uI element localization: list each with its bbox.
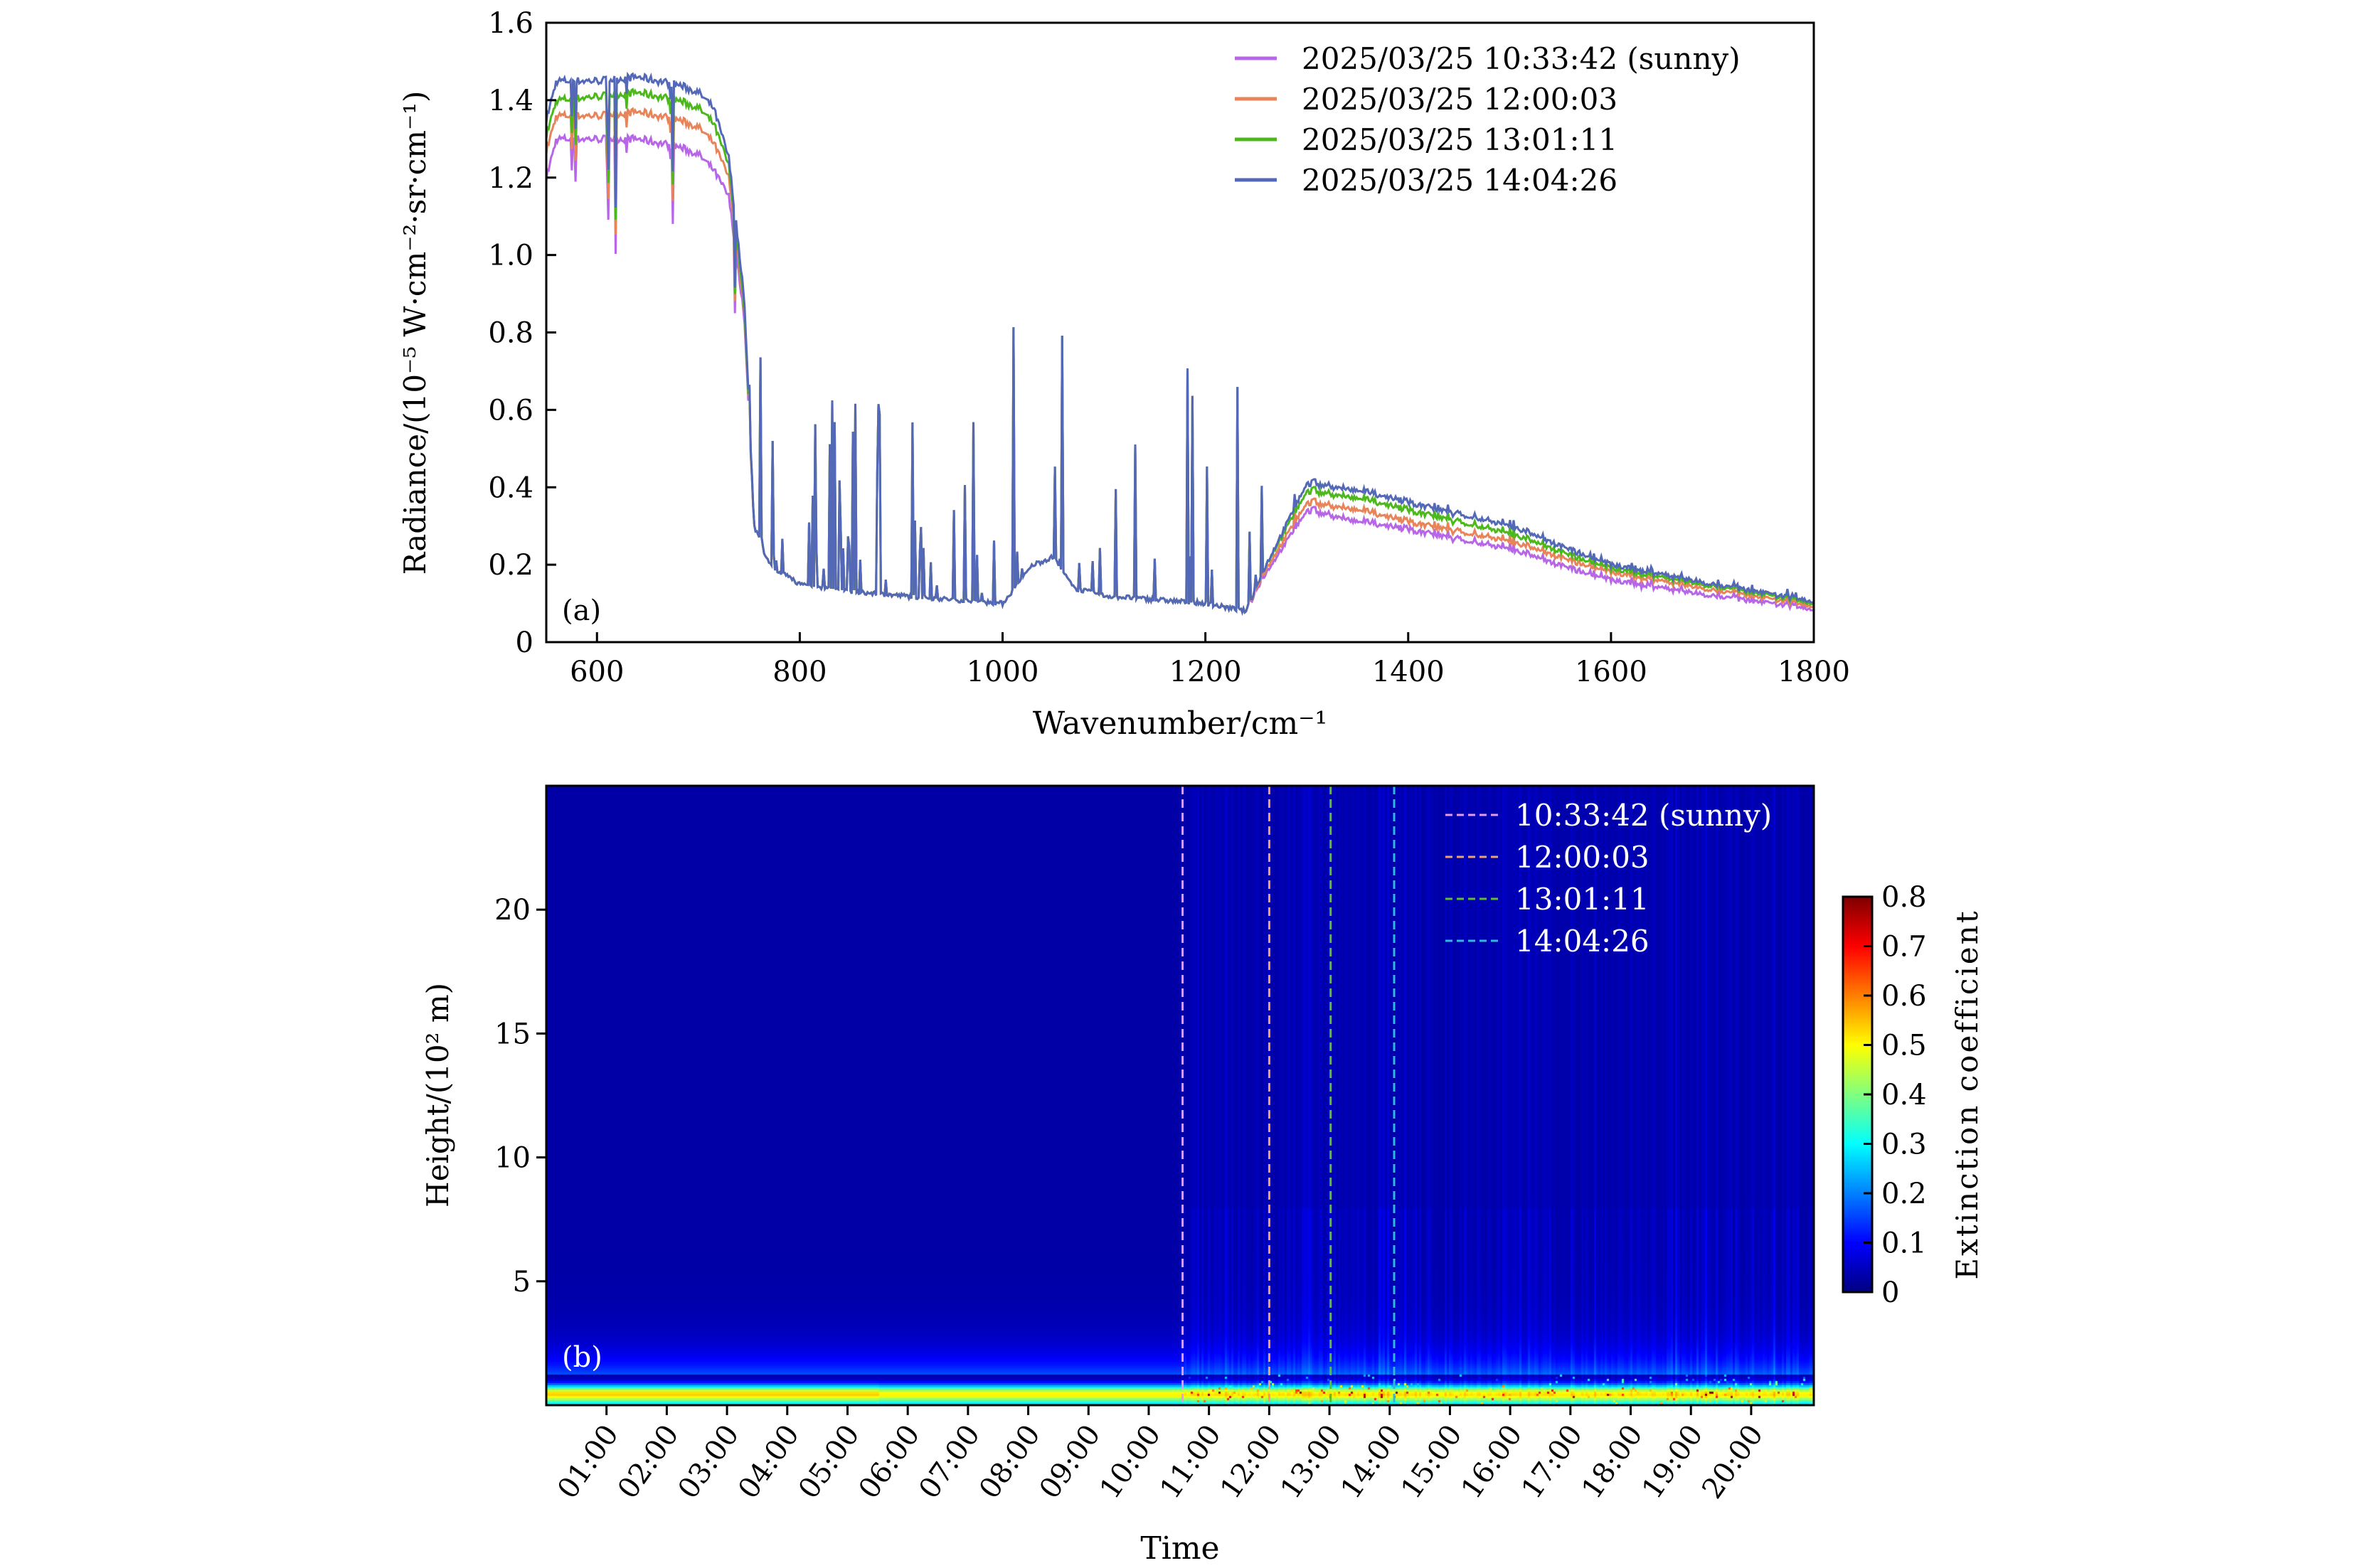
legend-label: 2025/03/25 10:33:42 (sunny) — [1302, 41, 1741, 76]
colorbar-tick-label: 0 — [1881, 1276, 1899, 1309]
x-tick-label: 12:00 — [1214, 1419, 1288, 1505]
colorbar-tick-label: 0.8 — [1881, 881, 1927, 914]
panel-b-heatmap: 01:0002:0003:0004:0005:0006:0007:0008:00… — [420, 784, 1985, 1567]
legend-label: 14:04:26 — [1515, 924, 1649, 959]
extinction-heatmap — [546, 786, 1814, 1405]
y-tick-label: 10 — [494, 1142, 531, 1175]
x-tick-label: 14:00 — [1334, 1419, 1408, 1505]
legend-label: 12:00:03 — [1515, 840, 1649, 875]
panel-a-ylabel: Radiance/(10⁻⁵ W·cm⁻²·sr·cm⁻¹) — [398, 91, 432, 575]
colorbar-tick-label: 0.1 — [1881, 1227, 1927, 1260]
y-tick-label: 5 — [513, 1266, 531, 1298]
colorbar-tick-label: 0.2 — [1881, 1178, 1927, 1210]
x-tick-label: 08:00 — [973, 1419, 1047, 1505]
x-tick-label: 13:00 — [1274, 1419, 1348, 1505]
x-tick-label: 20:00 — [1696, 1419, 1770, 1505]
legend-label: 13:01:11 — [1515, 882, 1649, 917]
x-tick-label: 800 — [772, 656, 827, 688]
panel-b-frame — [545, 784, 1815, 1407]
x-tick-label: 05:00 — [792, 1419, 866, 1505]
y-tick-label: 1.4 — [488, 85, 533, 117]
colorbar-tick-label: 0.6 — [1881, 980, 1927, 1013]
y-tick-label: 0.8 — [488, 317, 533, 350]
x-tick-label: 19:00 — [1636, 1419, 1710, 1505]
y-tick-label: 1.2 — [488, 162, 533, 195]
panel-a-label: (a) — [562, 594, 601, 627]
spectrum-line-4 — [545, 71, 1814, 616]
colorbar-tick-label: 0.5 — [1881, 1030, 1927, 1062]
spectrum-line-3 — [545, 87, 1814, 616]
colorbar-tick-label: 0.7 — [1881, 931, 1927, 964]
y-tick-label: 0.2 — [488, 549, 533, 582]
legend-label: 10:33:42 (sunny) — [1515, 798, 1772, 833]
spectrum-line-1 — [545, 132, 1814, 616]
x-tick-label: 18:00 — [1576, 1419, 1649, 1505]
y-tick-label: 0 — [516, 626, 533, 659]
x-tick-label: 1600 — [1575, 656, 1647, 688]
x-tick-label: 10:00 — [1093, 1419, 1167, 1505]
panel-a-xlabel: Wavenumber/cm⁻¹ — [1033, 705, 1327, 742]
x-tick-label: 1800 — [1778, 656, 1850, 688]
x-tick-label: 17:00 — [1515, 1419, 1589, 1505]
panel-b-label: (b) — [562, 1341, 602, 1374]
x-tick-label: 1200 — [1169, 656, 1242, 688]
colorbar-tick-label: 0.4 — [1881, 1079, 1927, 1111]
panel-b-xlabel: Time — [1140, 1530, 1219, 1567]
y-tick-label: 0.6 — [488, 394, 533, 427]
panel-a-spectra: 600 800 1000 1200 1400 1600 1800 0 0.2 0.4 0.6 0.8 1… — [398, 7, 1850, 742]
x-tick-label: 06:00 — [853, 1419, 927, 1505]
y-tick-label: 1.0 — [488, 240, 533, 272]
y-tick-label: 1.6 — [488, 7, 533, 40]
panel-b-legend: 10:33:42 (sunny) 12:00:03 13:01:11 14:04:26 — [1445, 798, 1772, 959]
panel-a-legend: 2025/03/25 10:33:42 (sunny) 2025/03/25 12… — [1235, 41, 1741, 198]
legend-label: 2025/03/25 12:00:03 — [1302, 82, 1617, 117]
panel-b-ylabel: Height/(10² m) — [420, 983, 455, 1207]
x-tick-label: 11:00 — [1154, 1419, 1228, 1505]
x-tick-label: 1400 — [1372, 656, 1445, 688]
colorbar-tick-label: 0.3 — [1881, 1129, 1927, 1161]
x-tick-label: 15:00 — [1395, 1419, 1469, 1505]
x-tick-label: 02:00 — [612, 1419, 686, 1505]
x-tick-label: 03:00 — [671, 1419, 745, 1505]
legend-label: 2025/03/25 14:04:26 — [1302, 163, 1617, 198]
legend-label: 2025/03/25 13:01:11 — [1302, 122, 1617, 157]
spectrum-line-2 — [545, 106, 1814, 616]
x-tick-label: 1000 — [967, 656, 1039, 688]
x-tick-label: 04:00 — [732, 1419, 806, 1505]
x-tick-label: 09:00 — [1034, 1419, 1107, 1505]
x-tick-label: 16:00 — [1455, 1419, 1529, 1505]
x-tick-label: 01:00 — [551, 1419, 625, 1505]
x-tick-label: 07:00 — [913, 1419, 987, 1505]
y-tick-label: 0.4 — [488, 471, 533, 504]
y-tick-label: 20 — [494, 894, 531, 927]
y-tick-label: 15 — [494, 1018, 531, 1050]
colorbar-label: Extinction coefficient — [1950, 909, 1985, 1279]
x-tick-label: 600 — [570, 656, 624, 688]
panel-a-frame — [545, 21, 1815, 644]
